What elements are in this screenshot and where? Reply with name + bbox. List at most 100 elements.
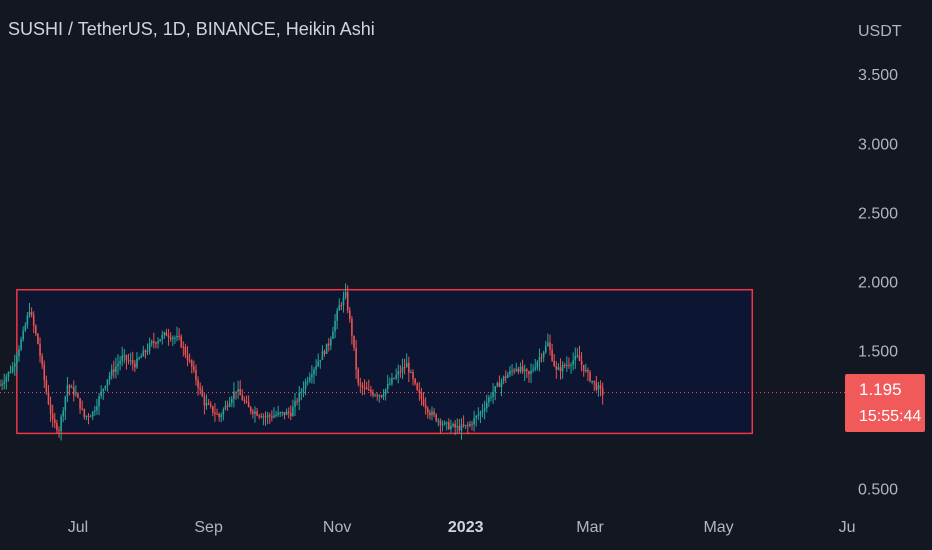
- candle-body: [41, 356, 43, 365]
- candle-body: [458, 426, 461, 431]
- candle-body: [513, 370, 515, 372]
- candle-body: [184, 347, 187, 355]
- candle-body: [220, 414, 223, 418]
- candle-body: [462, 424, 465, 426]
- candle-body: [298, 392, 301, 402]
- candle-body: [601, 388, 604, 396]
- candle-body: [591, 380, 593, 382]
- candle-body: [490, 396, 492, 398]
- candle-body: [475, 415, 478, 419]
- candle-body: [212, 406, 214, 413]
- candle-body: [538, 357, 541, 363]
- candle-body: [574, 355, 577, 361]
- candle-body: [380, 395, 383, 397]
- candle-body: [431, 411, 433, 416]
- candle-body: [203, 396, 206, 406]
- candle-body: [180, 336, 183, 347]
- candle-body: [418, 389, 421, 394]
- candle-body: [401, 367, 404, 373]
- y-axis-unit: USDT: [858, 23, 902, 40]
- candle-body: [311, 374, 313, 378]
- candle-body: [526, 369, 528, 372]
- candle-body: [363, 387, 366, 389]
- candle-body: [159, 339, 161, 342]
- x-tick-label: Mar: [576, 519, 604, 536]
- candle-body: [214, 412, 216, 414]
- candle-body: [163, 332, 166, 336]
- candle-body: [479, 412, 482, 415]
- candle-body: [547, 342, 549, 346]
- candle-body: [106, 379, 109, 386]
- candle-body: [79, 397, 81, 409]
- candle-body: [260, 416, 263, 418]
- candle-body: [528, 371, 530, 375]
- candle-body: [580, 360, 583, 365]
- candle-body: [186, 354, 189, 361]
- candle-body: [429, 412, 431, 416]
- y-tick-label: 3.000: [858, 136, 898, 153]
- candle-body: [553, 360, 556, 366]
- candle-body: [70, 387, 73, 389]
- candle-body: [570, 364, 572, 366]
- candle-body: [56, 422, 58, 431]
- candle-body: [349, 310, 351, 319]
- candle-body: [64, 396, 67, 411]
- candle-body: [340, 305, 343, 307]
- candle-body: [35, 325, 37, 334]
- candle-body: [319, 359, 322, 362]
- candle-body: [53, 419, 56, 423]
- candle-body: [72, 387, 75, 395]
- y-tick-label: 2.000: [858, 274, 898, 291]
- candle-body: [1, 383, 3, 386]
- candle-body: [85, 415, 88, 417]
- x-tick-label: Jul: [68, 519, 88, 536]
- candle-body: [582, 364, 585, 372]
- candle-body: [119, 360, 121, 364]
- candle-body: [94, 410, 96, 412]
- candle-body: [485, 402, 488, 409]
- candle-body: [3, 381, 6, 384]
- candle-body: [393, 378, 395, 380]
- candle-body: [477, 414, 480, 416]
- candle-body: [304, 381, 307, 390]
- candle-body: [262, 416, 265, 418]
- candle-body: [292, 406, 294, 417]
- candle-body: [496, 383, 499, 387]
- candle-body: [157, 341, 159, 344]
- candle-body: [13, 363, 16, 367]
- candle-body: [287, 411, 290, 413]
- candle-body: [336, 310, 338, 321]
- candle-body: [378, 395, 381, 397]
- candle-body: [540, 357, 543, 359]
- candle-body: [399, 371, 402, 373]
- candle-body: [509, 370, 511, 375]
- candle-body: [268, 415, 271, 417]
- candle-body: [39, 343, 41, 357]
- candle-body: [445, 422, 448, 424]
- candle-body: [273, 415, 275, 418]
- candle-body: [249, 407, 252, 412]
- candle-body: [89, 416, 92, 418]
- candle-body: [277, 412, 279, 415]
- candle-body: [557, 367, 560, 370]
- candle-body: [9, 371, 12, 373]
- candle-body: [104, 385, 107, 389]
- candle-body: [153, 341, 155, 343]
- candle-body: [169, 337, 172, 340]
- candle-body: [384, 389, 387, 395]
- candle-body: [252, 411, 254, 414]
- candle-body: [140, 356, 142, 358]
- candle-body: [561, 364, 564, 372]
- candle-body: [20, 339, 22, 350]
- candle-body: [228, 402, 231, 407]
- candle-body: [75, 393, 77, 395]
- candle-body: [460, 424, 463, 431]
- candle-body: [235, 391, 237, 393]
- candle-body: [389, 383, 391, 385]
- candle-body: [498, 383, 501, 388]
- candle-body: [100, 391, 102, 397]
- range-box[interactable]: [16, 288, 754, 435]
- x-tick-label: Ju: [839, 519, 856, 536]
- candle-body: [148, 343, 151, 351]
